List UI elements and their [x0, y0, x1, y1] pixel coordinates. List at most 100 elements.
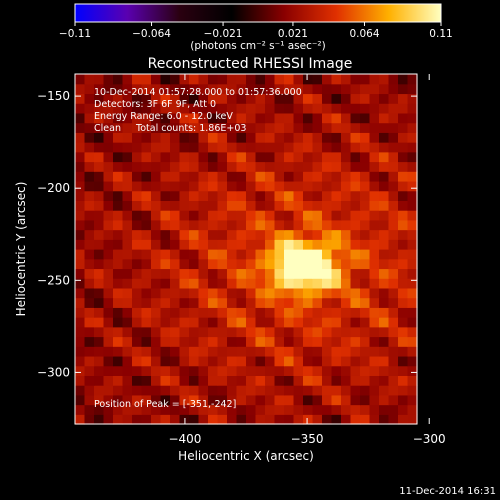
heatmap-cell	[265, 180, 276, 192]
heatmap-cell	[360, 249, 371, 260]
heatmap-cell	[84, 268, 95, 279]
heatmap-cell	[227, 287, 238, 299]
annotation-clean-counts: Clean Total counts: 1.86E+03	[94, 123, 246, 134]
heatmap-cell	[208, 219, 219, 231]
heatmap-cell	[407, 74, 418, 85]
heatmap-cell	[255, 171, 266, 182]
heatmap-cell	[246, 258, 257, 270]
heatmap-cell	[293, 249, 304, 260]
heatmap-cell	[141, 161, 152, 172]
heatmap-cell	[179, 122, 190, 133]
heatmap-cell	[151, 122, 162, 133]
heatmap-cell	[255, 249, 266, 260]
heatmap-cell	[160, 258, 171, 270]
heatmap-cell	[388, 112, 399, 124]
heatmap-cell	[284, 326, 295, 338]
heatmap-cell	[103, 268, 114, 279]
heatmap-cell	[141, 414, 152, 425]
heatmap-cell	[160, 180, 171, 192]
heatmap-cell	[284, 200, 295, 211]
heatmap-cell	[284, 287, 295, 299]
heatmap-cell	[84, 200, 95, 211]
heatmap-cell	[369, 103, 380, 114]
heatmap-cell	[198, 287, 209, 299]
heatmap-cell	[369, 287, 380, 299]
heatmap-cell	[132, 74, 143, 85]
heatmap-cell	[179, 200, 190, 211]
heatmap-cell	[284, 307, 295, 318]
heatmap-cell	[103, 83, 114, 95]
heatmap-cell	[113, 268, 124, 279]
heatmap-cell	[369, 229, 380, 240]
heatmap-cell	[379, 190, 390, 201]
heatmap-cell	[198, 180, 209, 192]
heatmap-cell	[265, 278, 276, 289]
heatmap-cell	[360, 336, 371, 347]
heatmap-cell	[341, 385, 352, 396]
heatmap-cell	[331, 93, 342, 104]
heatmap-cell	[255, 414, 266, 425]
heatmap-cell	[331, 122, 342, 133]
heatmap-cell	[369, 210, 380, 221]
heatmap-cell	[369, 385, 380, 396]
heatmap-cell	[198, 297, 209, 308]
heatmap-cell	[179, 385, 190, 396]
heatmap-cell	[341, 287, 352, 299]
heatmap-cell	[331, 346, 342, 357]
heatmap-cell	[141, 190, 152, 201]
heatmap-cell	[84, 219, 95, 231]
heatmap-cell	[398, 83, 409, 95]
heatmap-cell	[75, 414, 86, 425]
heatmap-cell	[236, 103, 247, 114]
heatmap-cell	[160, 394, 171, 406]
heatmap-cell	[132, 112, 143, 124]
y-tick-label: −200	[37, 181, 70, 195]
heatmap-cell	[75, 180, 86, 192]
heatmap-cell	[132, 229, 143, 240]
heatmap-cell	[350, 151, 361, 163]
heatmap-cell	[350, 375, 361, 386]
heatmap-cell	[360, 132, 371, 143]
heatmap-cell	[255, 112, 266, 124]
heatmap-cell	[398, 336, 409, 347]
heatmap-cell	[236, 268, 247, 279]
heatmap-cell	[379, 355, 390, 367]
heatmap-cell	[151, 297, 162, 308]
heatmap-cell	[217, 268, 228, 279]
heatmap-cell	[179, 151, 190, 163]
heatmap-cell	[141, 132, 152, 143]
heatmap-cell	[227, 249, 238, 260]
heatmap-cell	[236, 336, 247, 347]
heatmap-cell	[322, 365, 333, 376]
heatmap-cell	[189, 414, 200, 425]
heatmap-cell	[217, 200, 228, 211]
heatmap-cell	[284, 258, 295, 270]
heatmap-cell	[132, 375, 143, 386]
heatmap-cell	[94, 365, 105, 376]
heatmap-cell	[160, 132, 171, 143]
heatmap-cell	[151, 200, 162, 211]
heatmap-cell	[217, 229, 228, 240]
heatmap-cell	[170, 161, 181, 172]
heatmap-cell	[350, 161, 361, 172]
heatmap-cell	[122, 287, 133, 299]
heatmap-cell	[217, 375, 228, 386]
heatmap-cell	[113, 83, 124, 95]
heatmap-cell	[141, 385, 152, 396]
heatmap-cell	[360, 278, 371, 289]
heatmap-cell	[312, 404, 323, 415]
heatmap-cell	[217, 161, 228, 172]
heatmap-cell	[398, 190, 409, 201]
heatmap-cell	[189, 122, 200, 133]
heatmap-cell	[236, 219, 247, 231]
heatmap-cell	[312, 297, 323, 308]
heatmap-cell	[388, 83, 399, 95]
heatmap-cell	[360, 161, 371, 172]
heatmap-cell	[398, 365, 409, 376]
heatmap-cell	[227, 394, 238, 406]
heatmap-cell	[170, 326, 181, 338]
heatmap-cell	[303, 385, 314, 396]
heatmap-cell	[198, 239, 209, 250]
heatmap-cell	[379, 142, 390, 153]
heatmap-cell	[293, 375, 304, 386]
